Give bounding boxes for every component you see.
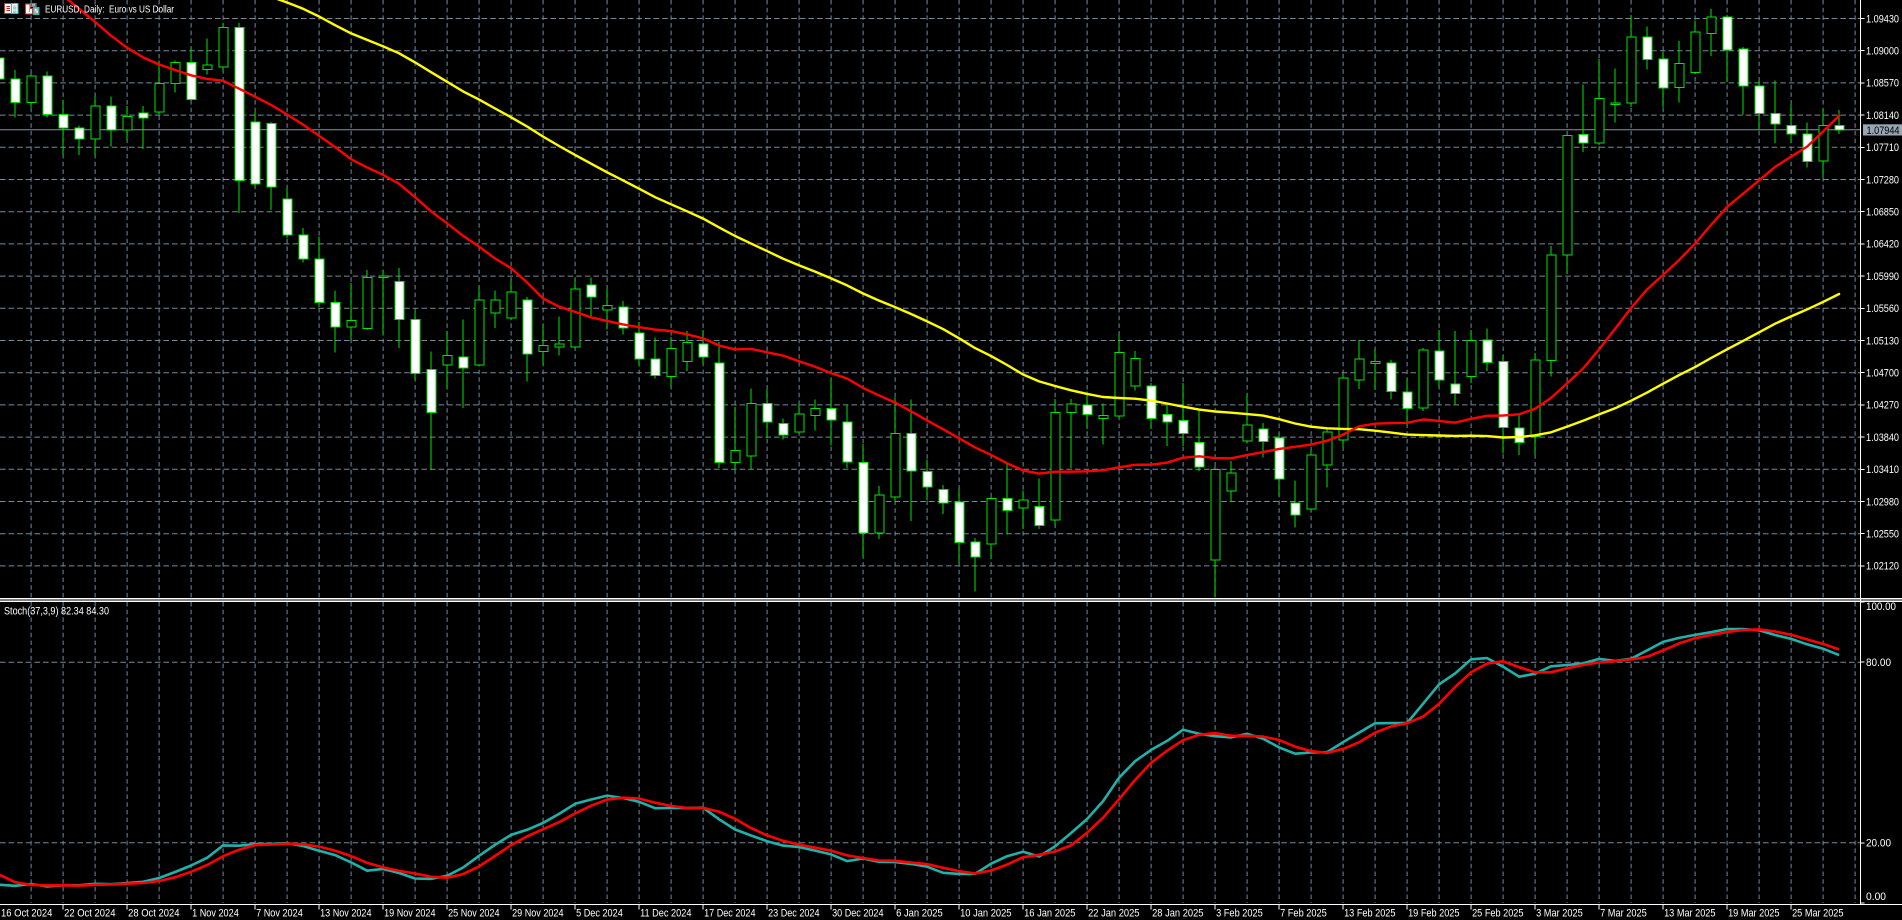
svg-text:20.00: 20.00 <box>1866 838 1891 850</box>
svg-text:1.06850: 1.06850 <box>1866 207 1899 219</box>
svg-text:1.05560: 1.05560 <box>1866 303 1899 315</box>
svg-text:1.08140: 1.08140 <box>1866 110 1899 122</box>
svg-text:11 Dec 2024: 11 Dec 2024 <box>640 908 691 920</box>
svg-text:19 Mar 2025: 19 Mar 2025 <box>1728 908 1779 920</box>
svg-text:13 Nov 2024: 13 Nov 2024 <box>320 908 371 920</box>
svg-text:100.00: 100.00 <box>1866 601 1896 613</box>
svg-text:22 Jan 2025: 22 Jan 2025 <box>1088 908 1139 920</box>
svg-text:1.05990: 1.05990 <box>1866 271 1899 283</box>
svg-text:1.04700: 1.04700 <box>1866 368 1899 380</box>
svg-text:1 Nov 2024: 1 Nov 2024 <box>192 908 239 920</box>
svg-text:19 Feb 2025: 19 Feb 2025 <box>1408 908 1459 920</box>
svg-text:19 Nov 2024: 19 Nov 2024 <box>384 908 435 920</box>
svg-text:7 Mar 2025: 7 Mar 2025 <box>1600 908 1647 920</box>
svg-text:1.05130: 1.05130 <box>1866 335 1899 347</box>
svg-text:7 Nov 2024: 7 Nov 2024 <box>256 908 303 920</box>
svg-text:30 Dec 2024: 30 Dec 2024 <box>832 908 883 920</box>
svg-text:1.03410: 1.03410 <box>1866 464 1899 476</box>
svg-text:1.07944: 1.07944 <box>1867 125 1900 137</box>
svg-text:3 Mar 2025: 3 Mar 2025 <box>1536 908 1583 920</box>
svg-text:1.02120: 1.02120 <box>1866 561 1899 573</box>
svg-text:6 Jan 2025: 6 Jan 2025 <box>896 908 943 920</box>
svg-text:3 Feb 2025: 3 Feb 2025 <box>1216 908 1263 920</box>
svg-text:Stoch(37,3,9) 82.34 84.30: Stoch(37,3,9) 82.34 84.30 <box>4 606 109 618</box>
svg-text:16 Jan 2025: 16 Jan 2025 <box>1024 908 1075 920</box>
svg-text:13 Mar 2025: 13 Mar 2025 <box>1664 908 1715 920</box>
svg-text:28 Jan 2025: 28 Jan 2025 <box>1152 908 1203 920</box>
svg-text:10 Jan 2025: 10 Jan 2025 <box>960 908 1011 920</box>
svg-text:5 Dec 2024: 5 Dec 2024 <box>576 908 623 920</box>
svg-text:1.08570: 1.08570 <box>1866 78 1899 90</box>
svg-text:1.09430: 1.09430 <box>1866 13 1899 25</box>
svg-text:1.09000: 1.09000 <box>1866 46 1899 58</box>
svg-text:EURUSD, Daily: Euro vs US Dol: EURUSD, Daily: Euro vs US Dollar <box>45 4 174 16</box>
svg-text:25 Feb 2025: 25 Feb 2025 <box>1472 908 1523 920</box>
svg-text:1.07710: 1.07710 <box>1866 142 1899 154</box>
svg-text:1.03840: 1.03840 <box>1866 432 1899 444</box>
svg-text:25 Nov 2024: 25 Nov 2024 <box>448 908 499 920</box>
svg-text:16 Oct 2024: 16 Oct 2024 <box>1 908 52 920</box>
svg-text:13 Feb 2025: 13 Feb 2025 <box>1344 908 1395 920</box>
svg-text:25 Mar 2025: 25 Mar 2025 <box>1792 908 1843 920</box>
svg-text:29 Nov 2024: 29 Nov 2024 <box>512 908 563 920</box>
svg-text:1.02980: 1.02980 <box>1866 496 1899 508</box>
svg-text:1.04270: 1.04270 <box>1866 400 1899 412</box>
svg-text:28 Oct 2024: 28 Oct 2024 <box>128 908 179 920</box>
svg-text:1.07280: 1.07280 <box>1866 174 1899 186</box>
svg-text:1.02550: 1.02550 <box>1866 529 1899 541</box>
svg-text:22 Oct 2024: 22 Oct 2024 <box>64 908 115 920</box>
svg-text:17 Dec 2024: 17 Dec 2024 <box>704 908 755 920</box>
svg-text:0.00: 0.00 <box>1866 891 1886 903</box>
svg-text:80.00: 80.00 <box>1866 657 1891 669</box>
svg-text:7 Feb 2025: 7 Feb 2025 <box>1280 908 1327 920</box>
svg-text:23 Dec 2024: 23 Dec 2024 <box>768 908 819 920</box>
svg-text:1.06420: 1.06420 <box>1866 239 1899 251</box>
